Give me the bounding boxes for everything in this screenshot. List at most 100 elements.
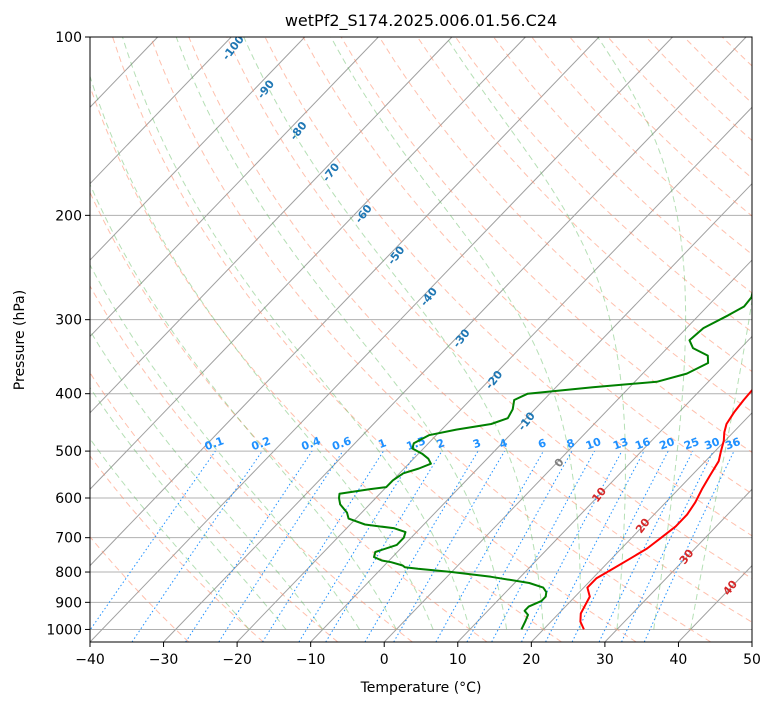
y-tick-label: 600	[55, 491, 82, 507]
mixing-ratio-label: 3	[471, 436, 483, 451]
mixing-ratio-label: 0.1	[203, 434, 226, 453]
y-tick-label: 800	[55, 565, 82, 581]
y-tick-label: 300	[55, 313, 82, 329]
y-tick-label: 1000	[46, 622, 82, 638]
dry-adiabat-line	[645, 37, 752, 142]
mixing-ratio-line	[491, 450, 596, 642]
theta-e-label: 0	[552, 456, 567, 470]
theta-e-label: -60	[352, 202, 375, 226]
x-tick-label: −30	[149, 652, 179, 668]
mixing-ratio-line	[131, 450, 263, 642]
dry-adiabat-line	[683, 37, 752, 104]
mixing-ratio-label: 25	[682, 435, 701, 452]
y-tick-label: 100	[55, 30, 82, 46]
isotherms	[0, 37, 752, 642]
mixing-ratio-lines	[90, 450, 735, 642]
mixing-ratio-line	[571, 450, 669, 642]
x-tick-label: 0	[380, 652, 389, 668]
plot-frame	[89, 36, 753, 643]
mixing-ratio-label: 36	[723, 435, 742, 453]
isotherm-line	[751, 641, 752, 642]
isotherm-line	[90, 37, 232, 185]
mixing-ratio-line	[393, 450, 506, 642]
x-tick-label: 40	[670, 652, 688, 668]
x-tick-label: −10	[296, 652, 326, 668]
mixing-ratio-line	[545, 450, 645, 642]
isotherm-line	[90, 37, 526, 490]
dry-adiabat-line	[90, 85, 562, 642]
y-tick-label: 200	[55, 208, 82, 224]
mixing-ratio-line	[90, 450, 216, 632]
mixing-ratio-line	[298, 450, 418, 642]
isotherm-line	[383, 259, 752, 642]
moist-adiabat-line	[597, 37, 687, 630]
isotherm-line	[90, 37, 306, 261]
mixing-ratio-label: 30	[703, 435, 722, 453]
isotherm-line	[90, 37, 600, 567]
x-axis-label: Temperature (°C)	[360, 680, 482, 696]
y-tick-label: 700	[55, 531, 82, 547]
dry-adiabat-line	[90, 191, 488, 642]
moist-adiabat-line	[90, 386, 287, 630]
x-tick-label: 10	[449, 652, 467, 668]
theta-e-label: -70	[320, 160, 343, 184]
mixing-ratio-label: 0.4	[300, 434, 323, 453]
moist-adiabat-line	[330, 37, 581, 630]
mixing-ratio-line	[185, 450, 313, 642]
chart-title: wetPf2_S174.2025.006.01.56.C24	[285, 11, 557, 31]
profile-series	[338, 289, 752, 630]
dewpoint-line	[338, 289, 752, 630]
mixing-ratio-line	[364, 450, 479, 642]
mixing-ratio-label: 8	[565, 436, 577, 451]
dry-adiabat-line	[493, 37, 752, 294]
y-axis-ticks: 100 200 300 400 500 600 700 800 900 1000	[46, 30, 90, 638]
moist-adiabat-line	[90, 183, 397, 630]
mixing-ratio-line	[262, 450, 384, 642]
isotherm-line	[236, 106, 752, 642]
isotherm-line	[90, 37, 379, 338]
moist-adiabat-line	[90, 74, 434, 630]
temperature-line	[579, 388, 752, 630]
dry-adiabat-line	[264, 37, 752, 537]
dry-adiabat-line	[302, 37, 752, 495]
theta-e-label: -10	[515, 409, 538, 433]
mixing-ratio-label: 2	[435, 436, 447, 451]
x-tick-label: 50	[743, 652, 761, 668]
y-tick-label: 400	[55, 387, 82, 403]
moist-adiabat-line	[90, 263, 360, 630]
moist-adiabats	[90, 37, 752, 630]
mixing-ratio-line	[218, 450, 344, 642]
moist-adiabat-line	[690, 297, 752, 630]
moist-adiabat-line	[122, 37, 471, 630]
mixing-ratio-line	[643, 450, 735, 642]
mixing-ratio-line	[621, 450, 714, 642]
x-axis-ticks: −40 −30 −20 −10 0 10 20 30 40 50	[75, 642, 761, 668]
moist-adiabat-line	[243, 37, 544, 630]
moist-adiabat-line	[90, 329, 324, 630]
moist-adiabat-line	[175, 37, 508, 630]
mixing-ratio-label: 13	[611, 435, 630, 452]
mixing-ratio-label: 10	[584, 435, 603, 453]
mixing-ratio-line	[325, 450, 443, 642]
dry-adiabat-line	[90, 455, 264, 642]
mixing-ratio-line	[466, 450, 573, 642]
theta-e-label: -90	[255, 77, 278, 101]
dry-adiabat-line	[455, 37, 752, 333]
isotherm-line	[90, 37, 673, 642]
dry-adiabat-line	[760, 37, 775, 642]
isotherm-line	[90, 37, 453, 414]
isotherm-line	[457, 335, 752, 642]
mixing-ratio-label: 0.6	[330, 434, 353, 453]
dry-adiabat-line	[112, 37, 637, 642]
x-tick-label: −40	[75, 652, 105, 668]
isotherm-line	[0, 37, 11, 642]
theta-e-label: -40	[418, 285, 441, 309]
mixing-ratio-label: 6	[536, 436, 548, 451]
mixing-ratio-label: 20	[658, 435, 677, 453]
theta-e-label: -80	[287, 119, 310, 143]
isotherm-line	[530, 412, 752, 642]
y-tick-label: 500	[55, 444, 82, 460]
theta-e-label: -20	[483, 368, 506, 392]
y-axis-label: Pressure (hPa)	[12, 290, 28, 390]
